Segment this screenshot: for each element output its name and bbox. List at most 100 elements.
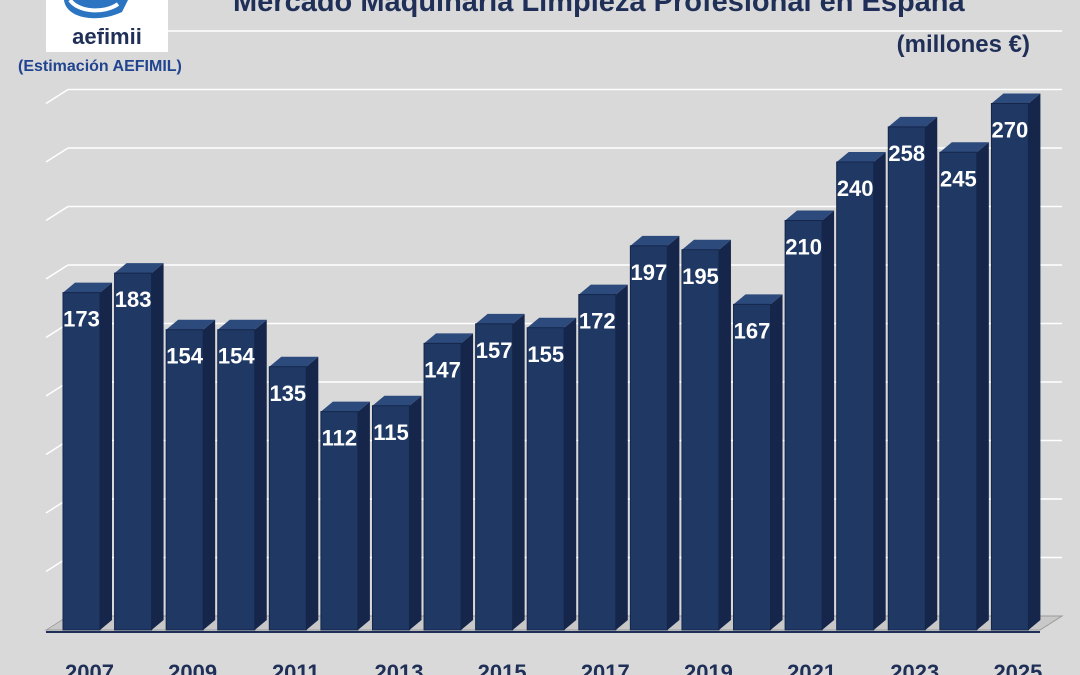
x-tick-label: 2007 <box>65 660 114 675</box>
logo-text: aefimil <box>72 24 142 49</box>
bar-side <box>925 116 938 630</box>
bar-2019: 195 <box>681 239 731 631</box>
bar-side <box>203 319 216 630</box>
x-axis-ticks: 2007 2009 2011 2013 2015 2017 2019 2021 2023 2025 <box>65 660 1042 675</box>
bar-top <box>320 401 370 412</box>
bar-top <box>166 319 216 330</box>
gridline-side <box>45 88 69 105</box>
bar-top <box>991 93 1041 104</box>
bar-2018: 197 <box>629 235 680 631</box>
bar-2010: 154 <box>217 319 267 631</box>
bar-front <box>887 126 926 631</box>
bar-side <box>615 284 628 630</box>
bar-top <box>372 395 422 406</box>
bar-value-label: 135 <box>269 381 306 406</box>
bar-front <box>62 292 101 631</box>
bar-front <box>681 249 720 631</box>
bar-value-label: 197 <box>631 260 668 285</box>
bar-front <box>990 103 1029 631</box>
bar-top <box>424 333 474 344</box>
bar-top <box>836 152 886 162</box>
bar-front <box>578 294 617 631</box>
bar-top <box>269 356 319 367</box>
bar-front <box>165 329 204 631</box>
bar-front <box>475 323 514 631</box>
chart-unit: (millones €) <box>896 31 1030 58</box>
bar-front <box>268 366 307 631</box>
bar-value-label: 167 <box>734 318 771 343</box>
gridline-side <box>45 264 69 280</box>
bar-side <box>357 401 370 630</box>
bar-front <box>423 342 462 631</box>
bar-top <box>114 263 164 274</box>
bar-2013: 115 <box>371 395 422 631</box>
bars: 173 183 154 154 135 112 115 147 157 155 172 197 195 1… <box>62 93 1041 631</box>
bar-front <box>836 161 875 631</box>
bar-side <box>718 239 731 630</box>
chart-title: Mercado Maquinaria Limpieza Profesional … <box>233 0 965 18</box>
bar-top <box>527 317 577 328</box>
bar-top <box>939 142 989 153</box>
bar-top <box>630 235 680 246</box>
gridline-side <box>45 205 69 222</box>
bar-front <box>733 303 772 631</box>
bar-2012: 112 <box>320 401 370 631</box>
bar-top <box>578 284 628 295</box>
x-tick-label: 2017 <box>581 660 630 675</box>
bar-2023: 258 <box>887 116 938 631</box>
x-tick-label: 2025 <box>993 660 1042 675</box>
bar-top <box>217 319 267 330</box>
bar-value-label: 258 <box>888 141 925 166</box>
bar-side <box>667 235 680 630</box>
bar-2007: 173 <box>62 282 112 631</box>
bar-2016: 155 <box>526 317 577 631</box>
bar-2009: 154 <box>165 319 216 631</box>
bar-2011: 135 <box>268 356 319 631</box>
gridline-side <box>45 147 69 163</box>
bar-value-label: 245 <box>940 166 977 191</box>
bar-top <box>733 294 783 305</box>
bar-side <box>461 333 474 630</box>
bar-side <box>409 395 422 630</box>
bar-value-label: 155 <box>527 342 564 367</box>
bar-side <box>822 210 835 630</box>
bar-side <box>254 319 267 630</box>
logo-swirl-icon <box>64 0 128 19</box>
bar-value-label: 157 <box>476 338 513 363</box>
bar-2021: 210 <box>784 210 835 631</box>
bar-value-label: 210 <box>785 235 822 260</box>
bar-top <box>681 239 731 250</box>
bar-2020: 167 <box>733 294 783 631</box>
x-tick-label: 2015 <box>478 660 527 675</box>
bar-value-label: 172 <box>579 309 616 334</box>
bar-top <box>63 282 112 293</box>
bar-front <box>114 272 153 631</box>
aefimil-logo: aefimil <box>46 0 168 52</box>
bar-side <box>770 294 783 630</box>
bar-value-label: 147 <box>424 357 461 382</box>
bar-front <box>526 327 565 631</box>
bar-value-label: 154 <box>218 344 255 369</box>
bar-value-label: 115 <box>373 420 409 445</box>
bar-value-label: 112 <box>322 426 358 451</box>
bar-value-label: 173 <box>63 307 100 332</box>
bar-2025: 270 <box>990 93 1041 631</box>
bar-side <box>151 263 164 630</box>
bar-top <box>785 210 835 221</box>
x-tick-label: 2011 <box>272 660 320 675</box>
bar-front <box>371 405 410 631</box>
bar-2024: 245 <box>939 142 989 631</box>
bar-value-label: 183 <box>115 287 152 312</box>
x-tick-label: 2023 <box>890 660 939 675</box>
source-note: (Estimación AEFIMIL) <box>18 58 182 75</box>
bar-top <box>888 116 938 127</box>
bar-side <box>306 356 319 630</box>
bar-side <box>564 317 577 630</box>
bar-side <box>976 142 989 630</box>
bar-value-label: 270 <box>992 118 1029 143</box>
bar-2015: 157 <box>475 313 525 631</box>
bar-top <box>475 313 525 324</box>
x-tick-label: 2009 <box>168 660 217 675</box>
bar-2014: 147 <box>423 333 474 631</box>
